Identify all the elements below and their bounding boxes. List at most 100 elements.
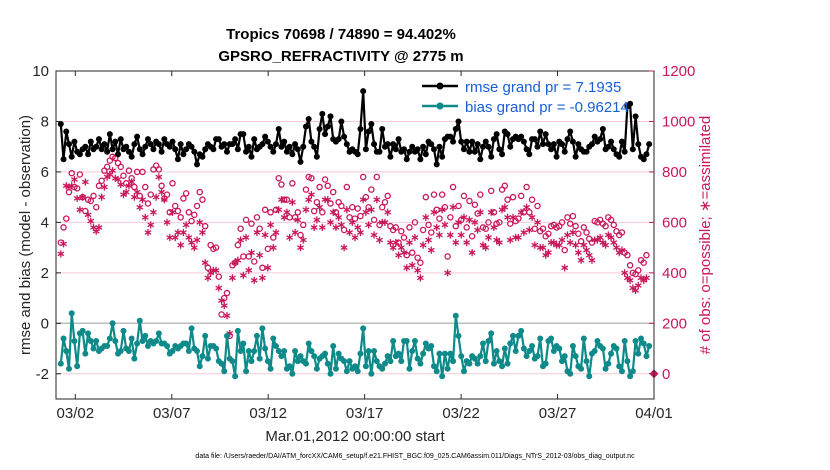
rmse-point — [417, 156, 424, 163]
obs-possible-marker — [158, 182, 165, 190]
rmse-point — [460, 146, 467, 153]
rmse-point — [183, 146, 190, 153]
bias-point — [420, 350, 427, 357]
bias-point — [390, 337, 397, 344]
rmse-point — [504, 131, 511, 138]
obs-assimilated-marker — [139, 196, 146, 204]
rmse-point — [180, 151, 187, 158]
bias-point — [490, 360, 497, 367]
bias-point — [202, 332, 209, 339]
obs-assimilated-marker — [517, 208, 525, 216]
bias-point — [335, 350, 342, 357]
obs-possible-marker — [436, 215, 443, 222]
bias-point — [57, 360, 64, 367]
rmse-point — [125, 148, 132, 155]
obs-possible-marker — [626, 262, 634, 269]
rmse-point — [112, 138, 119, 145]
bias-point — [311, 353, 318, 360]
obs-assimilated-marker — [607, 233, 615, 242]
rmse-point — [262, 133, 269, 140]
x-tick-label: 03/07 — [153, 405, 191, 422]
obs-possible-marker — [92, 203, 100, 211]
obs-assimilated-marker — [359, 196, 367, 204]
bias-point — [267, 365, 274, 372]
bias-point — [360, 325, 367, 332]
obs-assimilated-marker — [70, 175, 78, 184]
rmse-point — [65, 141, 72, 148]
rmse-point — [439, 153, 446, 160]
rmse-point — [474, 141, 481, 148]
bias-point — [591, 348, 598, 355]
rmse-point — [643, 151, 650, 158]
bias-point — [450, 358, 457, 365]
y2-tick-label: 200 — [662, 315, 687, 332]
rmse-point — [469, 138, 476, 145]
obs-assimilated-marker — [485, 233, 492, 242]
obs-assimilated-marker — [149, 208, 157, 216]
obs-assimilated-marker — [250, 276, 258, 285]
bias-point — [352, 363, 358, 370]
obs-assimilated-marker — [280, 213, 288, 221]
obs-possible-marker — [289, 180, 296, 187]
obs-possible-marker — [142, 183, 149, 191]
rmse-point — [488, 153, 495, 160]
rmse-point — [406, 148, 413, 155]
bias-point — [529, 343, 536, 350]
obs-assimilated-marker — [152, 193, 160, 201]
obs-possible-marker — [602, 222, 609, 230]
bias-point — [556, 345, 563, 352]
bias-point — [550, 348, 557, 355]
rmse-point — [221, 141, 228, 148]
bias-point — [379, 365, 386, 372]
bias-point — [237, 348, 244, 355]
obs-assimilated-marker — [305, 196, 313, 204]
obs-assimilated-marker — [122, 188, 130, 196]
x-axis-ticks: 03/02 03/07 03/12 03/17 03/22 03/27 04/01 — [57, 71, 673, 422]
rmse-point — [379, 126, 386, 133]
x-tick-label: 04/01 — [635, 405, 673, 422]
bias-point — [365, 348, 372, 355]
obs-assimilated-marker — [201, 259, 209, 267]
y-tick-label: 8 — [41, 113, 49, 130]
y-tick-label: 2 — [41, 265, 49, 282]
rmse-point — [480, 143, 487, 150]
obs-assimilated-marker — [618, 246, 626, 254]
obs-assimilated-marker — [367, 206, 375, 214]
rmse-point — [559, 141, 566, 148]
rmse-point — [545, 141, 552, 148]
rmse-point — [409, 143, 416, 150]
obs-assimilated-marker — [602, 241, 610, 249]
bias-point — [586, 373, 593, 380]
rmse-point — [553, 153, 560, 160]
bias-point — [346, 358, 353, 365]
obs-possible-marker — [76, 171, 84, 178]
bias-point — [68, 310, 75, 317]
bias-point — [79, 327, 86, 334]
bias-point — [164, 343, 171, 350]
bias-point — [455, 332, 462, 339]
obs-possible-marker — [302, 186, 310, 193]
rmse-point — [278, 143, 285, 150]
obs-possible-marker — [417, 259, 424, 267]
obs-assimilated-marker — [373, 196, 381, 204]
rmse-point — [174, 156, 181, 163]
bias-point — [134, 340, 141, 347]
obs-assimilated-marker — [196, 218, 204, 226]
bias-point — [414, 355, 421, 362]
bias-point — [199, 353, 206, 360]
obs-possible-marker — [449, 183, 457, 191]
rmse-point — [316, 126, 323, 133]
bias-point — [381, 360, 388, 367]
bias-point — [183, 340, 190, 347]
obs-possible-marker — [63, 215, 70, 222]
bias-point — [411, 337, 418, 344]
obs-possible-marker — [468, 233, 476, 240]
obs-assimilated-marker — [239, 271, 247, 279]
obs-assimilated-marker — [610, 238, 618, 247]
obs-possible-marker — [294, 209, 302, 216]
rmse-point — [343, 141, 350, 148]
obs-assimilated-marker — [76, 206, 84, 214]
obs-assimilated-marker — [307, 191, 315, 199]
obs-assimilated-marker — [583, 246, 590, 254]
obs-assimilated-marker — [294, 216, 302, 224]
